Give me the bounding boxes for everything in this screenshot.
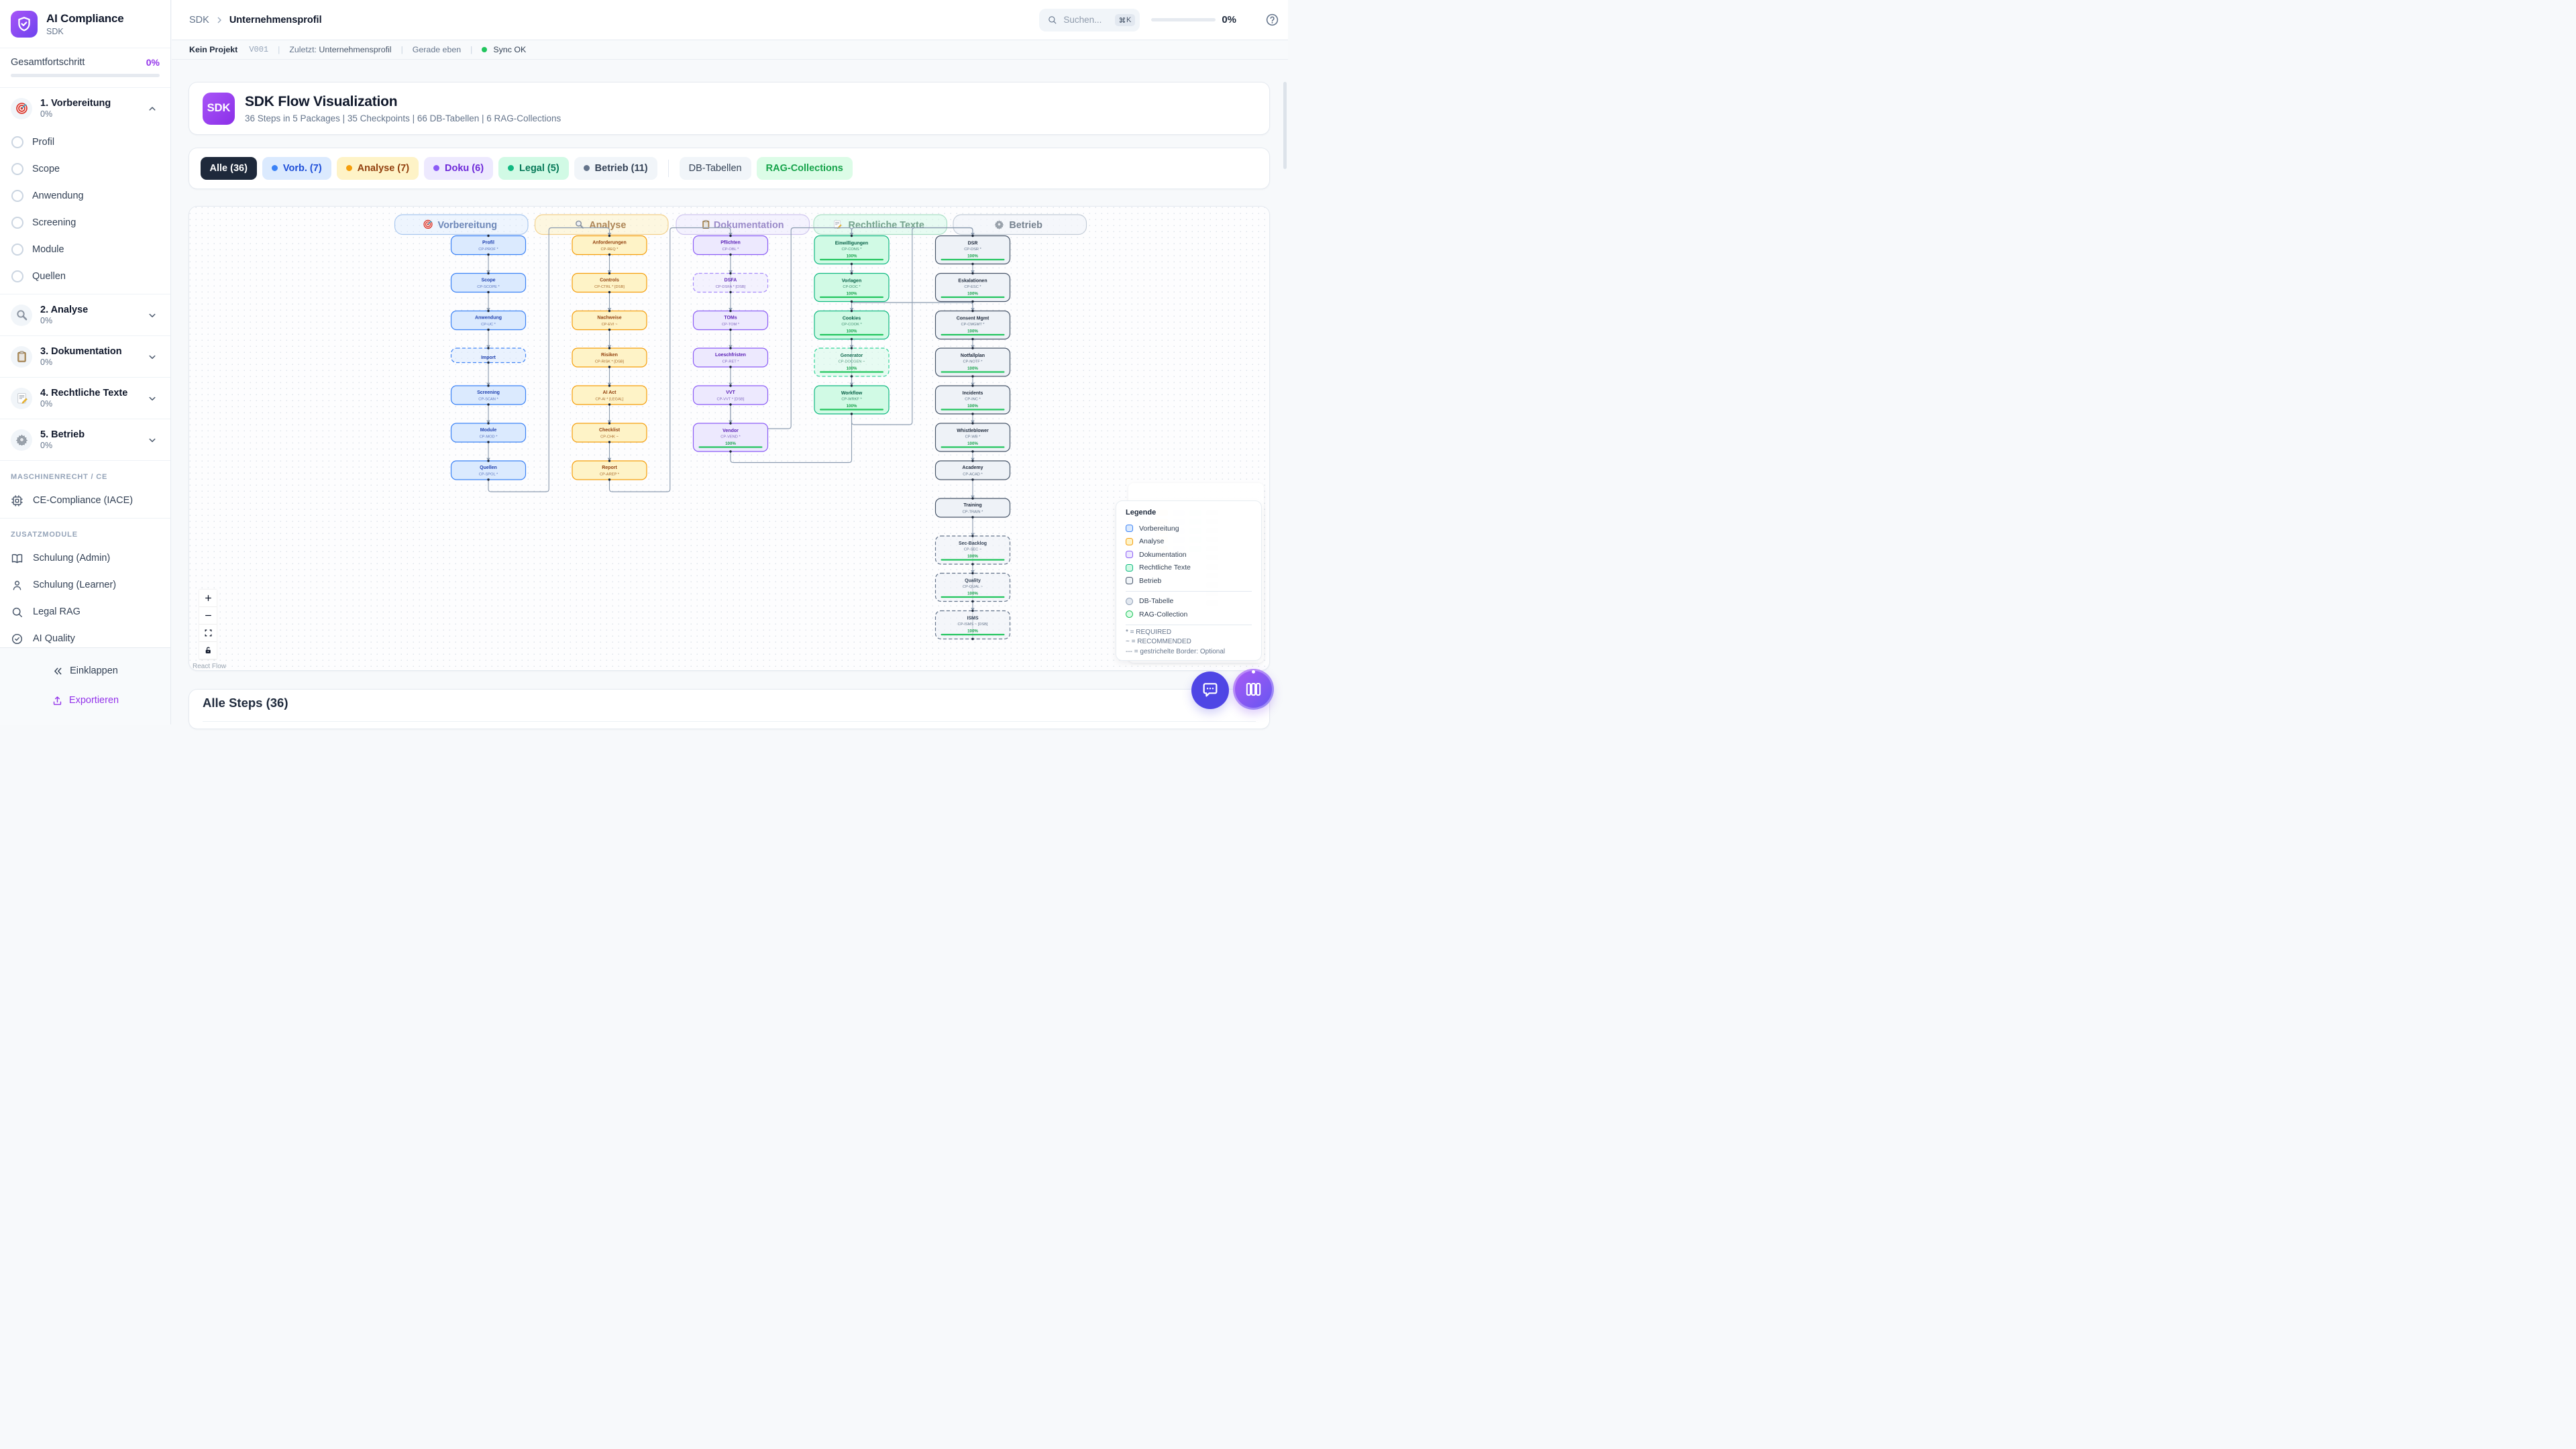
svg-text:CP-QUAL ~: CP-QUAL ~ (963, 585, 983, 589)
svg-text:AI Act: AI Act (603, 390, 617, 394)
svg-text:Nachweise: Nachweise (597, 315, 621, 320)
svg-text:Quality: Quality (965, 578, 981, 583)
svg-text:CP-COOK *: CP-COOK * (841, 323, 862, 327)
svg-text:CP-WRKF *: CP-WRKF * (841, 397, 862, 401)
svg-text:Pflichten: Pflichten (720, 240, 741, 245)
svg-text:CP-VVT * [DSB]: CP-VVT * [DSB] (717, 397, 745, 401)
svg-text:100%: 100% (967, 553, 978, 558)
svg-text:VVT: VVT (726, 390, 735, 394)
svg-text:Import: Import (481, 356, 496, 360)
svg-text:100%: 100% (847, 254, 857, 258)
svg-text:CP-UC *: CP-UC * (481, 322, 496, 326)
svg-text:Consent Mgmt: Consent Mgmt (957, 316, 989, 321)
svg-text:Anforderungen: Anforderungen (592, 240, 627, 245)
svg-text:100%: 100% (967, 329, 978, 333)
svg-text:Profil: Profil (482, 240, 494, 245)
svg-text:CP-DSR *: CP-DSR * (964, 248, 981, 252)
svg-text:CP-EVI ~: CP-EVI ~ (602, 322, 619, 326)
svg-text:DSR: DSR (968, 241, 978, 246)
svg-text:Academy: Academy (962, 465, 983, 470)
svg-text:Incidents: Incidents (963, 390, 983, 395)
svg-text:CP-ACAD *: CP-ACAD * (963, 472, 983, 476)
svg-text:CP-SCOPE *: CP-SCOPE * (477, 284, 500, 288)
svg-text:100%: 100% (847, 329, 857, 333)
svg-text:CP-MOD *: CP-MOD * (480, 435, 498, 439)
svg-text:CP-CONS *: CP-CONS * (841, 248, 862, 252)
svg-text:Dokumentation: Dokumentation (714, 219, 784, 230)
svg-text:CP-PROF *: CP-PROF * (478, 247, 498, 251)
svg-text:Rechtliche Texte: Rechtliche Texte (849, 219, 924, 230)
svg-text:Cookies: Cookies (843, 316, 861, 321)
svg-text:Sec-Backlog: Sec-Backlog (959, 541, 987, 545)
svg-text:CP-ESC *: CP-ESC * (964, 285, 981, 289)
svg-text:CP-INC *: CP-INC * (965, 397, 981, 401)
svg-text:100%: 100% (967, 254, 978, 258)
svg-text:CP-DOC *: CP-DOC * (843, 285, 861, 289)
svg-text:Screening: Screening (477, 390, 500, 394)
svg-text:100%: 100% (847, 403, 857, 408)
svg-text:Report: Report (602, 465, 617, 470)
svg-text:Loeschfristen: Loeschfristen (715, 352, 746, 357)
svg-text:DSFA: DSFA (724, 278, 737, 282)
svg-text:Controls: Controls (600, 278, 619, 282)
svg-text:Vorbereitung: Vorbereitung (438, 219, 497, 230)
svg-text:CP-WB *: CP-WB * (965, 435, 981, 439)
svg-text:Analyse: Analyse (589, 219, 626, 230)
svg-text:100%: 100% (847, 291, 857, 296)
svg-text:CP-SEC ~: CP-SEC ~ (964, 547, 982, 551)
svg-text:Module: Module (480, 427, 497, 432)
svg-text:ISMS: ISMS (967, 616, 978, 621)
svg-text:Quellen: Quellen (480, 465, 497, 470)
svg-text:Betrieb: Betrieb (1009, 219, 1042, 230)
svg-text:Eskalationen: Eskalationen (958, 278, 987, 283)
svg-text:CP-DSFA * [DSB]: CP-DSFA * [DSB] (716, 284, 746, 288)
svg-text:100%: 100% (725, 441, 736, 445)
svg-text:Checklist: Checklist (599, 427, 621, 432)
svg-text:Generator: Generator (841, 353, 863, 358)
svg-text:CP-AI * [LEGAL]: CP-AI * [LEGAL] (595, 397, 623, 401)
svg-text:CP-RET *: CP-RET * (722, 360, 740, 364)
svg-text:Workflow: Workflow (841, 390, 863, 395)
svg-text:CP-REQ *: CP-REQ * (601, 247, 619, 251)
svg-text:Risiken: Risiken (601, 352, 618, 357)
svg-text:Vendor: Vendor (722, 428, 739, 433)
svg-text:CP-TOM *: CP-TOM * (722, 322, 740, 326)
svg-text:100%: 100% (967, 366, 978, 370)
svg-text:CP-SPOL *: CP-SPOL * (479, 472, 498, 476)
svg-text:Vorlagen: Vorlagen (842, 278, 861, 283)
svg-text:CP-TRAIN *: CP-TRAIN * (963, 510, 983, 514)
svg-text:CP-CHK ~: CP-CHK ~ (600, 435, 619, 439)
svg-text:CP-CTRL * [DSB]: CP-CTRL * [DSB] (594, 284, 625, 288)
svg-text:CP-CMGMT *: CP-CMGMT * (961, 323, 985, 327)
svg-text:Scope: Scope (481, 278, 495, 282)
svg-text:CP-AREP *: CP-AREP * (600, 472, 620, 476)
svg-text:Einwilligungen: Einwilligungen (835, 241, 868, 246)
svg-text:Notfallplan: Notfallplan (961, 353, 985, 358)
svg-text:CP-OBL *: CP-OBL * (722, 247, 740, 251)
svg-text:CP-RISK * [DSB]: CP-RISK * [DSB] (595, 360, 625, 364)
svg-text:100%: 100% (967, 629, 978, 633)
svg-text:Anwendung: Anwendung (475, 315, 502, 320)
svg-text:CP-DOCGEN ~: CP-DOCGEN ~ (839, 360, 865, 364)
svg-text:100%: 100% (847, 366, 857, 370)
svg-text:Training: Training (963, 502, 981, 507)
svg-text:100%: 100% (967, 591, 978, 596)
svg-text:100%: 100% (967, 291, 978, 296)
svg-text:CP-ISMS ~ [DSB]: CP-ISMS ~ [DSB] (957, 623, 987, 627)
svg-text:CP-VEND *: CP-VEND * (720, 435, 741, 439)
svg-text:Whistleblower: Whistleblower (957, 428, 989, 433)
svg-text:CP-NOTF *: CP-NOTF * (963, 360, 983, 364)
svg-text:TOMs: TOMs (724, 315, 737, 320)
svg-text:100%: 100% (967, 441, 978, 445)
svg-text:100%: 100% (967, 403, 978, 408)
svg-text:CP-SCAN *: CP-SCAN * (478, 397, 498, 401)
